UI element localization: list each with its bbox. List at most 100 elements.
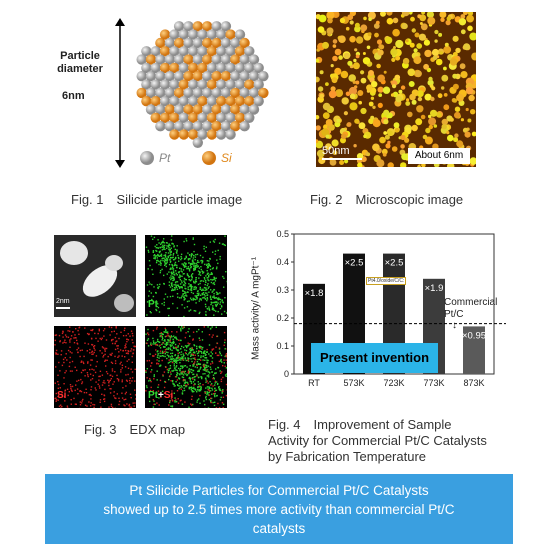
edx-dot	[176, 374, 178, 377]
edx-dot	[66, 388, 69, 390]
grain	[401, 23, 408, 30]
edx-dot	[187, 291, 189, 293]
edx-dot	[175, 285, 177, 288]
grain	[400, 162, 407, 167]
edx-dot	[109, 374, 111, 377]
edx-dot	[109, 392, 112, 394]
si-atom	[216, 96, 227, 107]
grain	[316, 139, 319, 144]
grain	[379, 44, 385, 50]
edx-dot	[165, 330, 167, 332]
edx-dot	[216, 303, 218, 306]
edx-dot	[149, 311, 151, 313]
grain	[316, 76, 320, 83]
edx-dot	[150, 380, 152, 383]
edx-dot	[179, 283, 182, 285]
edx-dot	[156, 284, 159, 286]
edx-dot	[192, 298, 195, 300]
edx-dot	[207, 407, 210, 408]
grain	[384, 36, 393, 44]
edx-dot	[196, 266, 198, 268]
edx-dot	[179, 369, 181, 371]
edx-dot	[184, 358, 187, 360]
edx-dot	[153, 375, 155, 378]
edx-dot	[218, 360, 221, 363]
edx-dot	[156, 359, 158, 361]
si-atom	[183, 104, 194, 115]
edx-dot	[156, 260, 158, 262]
edx-dot	[181, 376, 184, 378]
edx-dot	[170, 275, 172, 277]
edx-dot	[158, 397, 160, 399]
edx-dot	[215, 372, 217, 374]
edx-dot	[206, 366, 208, 368]
edx-dot	[128, 350, 130, 352]
edx-dot	[196, 364, 198, 367]
edx-dot	[199, 280, 202, 282]
grain	[465, 107, 469, 112]
pt-atom	[248, 104, 260, 115]
edx-haadf-panel: 2nm	[54, 235, 136, 317]
edx-dot	[172, 342, 175, 345]
grain	[433, 124, 438, 128]
edx-dot	[196, 290, 199, 293]
edx-dot	[196, 264, 198, 266]
si-atom	[159, 29, 171, 40]
edx-dot	[152, 238, 154, 240]
edx-dot	[165, 351, 168, 353]
edx-dot	[57, 381, 59, 383]
pt-atom	[230, 71, 241, 82]
edx-dot	[163, 298, 165, 300]
edx-dot	[177, 284, 179, 286]
grain	[400, 85, 406, 90]
edx-dot	[183, 326, 185, 328]
edx-dot	[89, 364, 92, 366]
edx-dot	[175, 270, 177, 272]
edx-dot	[134, 368, 136, 370]
edx-dot	[214, 384, 216, 386]
edx-dot	[188, 300, 190, 302]
edx-dot	[169, 252, 172, 254]
edx-dot	[213, 288, 215, 291]
edx-dot	[198, 337, 200, 339]
edx-dot	[90, 386, 93, 388]
edx-dot	[212, 401, 214, 404]
edx-dot	[103, 398, 105, 400]
grain	[338, 55, 343, 60]
edx-dot	[74, 337, 77, 339]
pt-atom	[169, 79, 180, 90]
edx-dot	[204, 359, 206, 361]
edx-dot	[112, 338, 114, 341]
edx-dot	[215, 297, 217, 299]
edx-dot	[124, 327, 126, 329]
edx-dot	[210, 301, 212, 303]
edx-dot	[194, 352, 196, 354]
edx-dot	[74, 366, 76, 368]
edx-dot	[160, 262, 162, 265]
edx-dot	[206, 264, 208, 266]
edx-dot	[202, 289, 204, 291]
edx-dot	[193, 281, 195, 284]
edx-dot	[223, 286, 225, 288]
edx-dot	[69, 330, 71, 332]
edx-dot	[187, 354, 189, 356]
fig3-caption: Fig. 3 EDX map	[84, 422, 186, 437]
grain	[460, 71, 468, 79]
grain	[341, 133, 347, 140]
grain	[441, 118, 448, 126]
edx-dot	[208, 309, 211, 311]
edx-dot	[99, 399, 102, 401]
edx-dot	[178, 271, 180, 273]
edx-dot	[201, 259, 203, 262]
edx-dot	[224, 339, 226, 341]
edx-dot	[121, 364, 124, 366]
edx-dot	[185, 255, 187, 257]
edx-dot	[213, 378, 215, 380]
edx-dot	[161, 355, 164, 357]
grain	[407, 111, 413, 118]
edx-dot	[147, 333, 150, 336]
edx-dot	[169, 248, 171, 251]
edx-dot	[184, 257, 186, 260]
edx-dot	[169, 375, 171, 377]
edx-dot	[176, 362, 178, 364]
